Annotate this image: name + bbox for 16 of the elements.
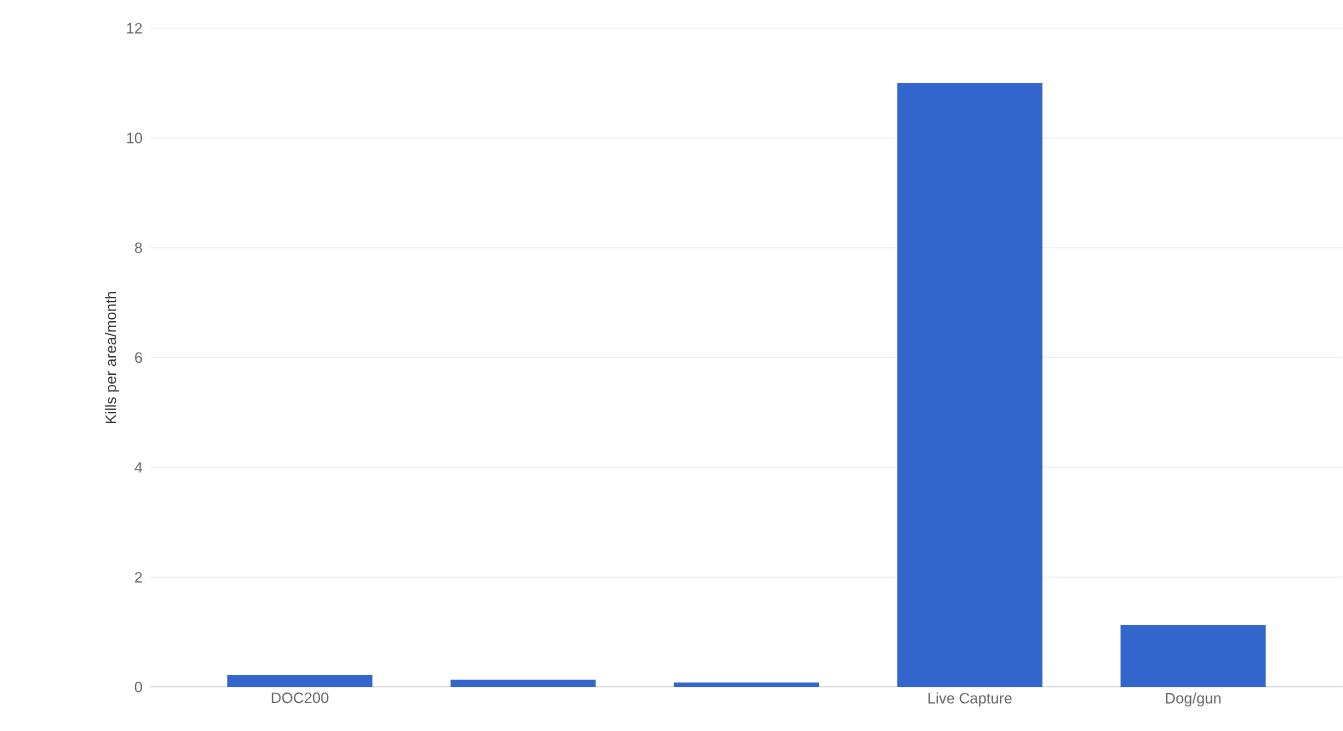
y-tick-label: 8 (134, 242, 142, 254)
x-tick-label: Dog/gun (1166, 692, 1221, 707)
y-tick-label: 2 (135, 571, 142, 583)
bar (897, 83, 1043, 687)
bar (1120, 624, 1266, 687)
bar (227, 674, 373, 687)
x-tick-label: DOC200 (271, 692, 329, 704)
y-tick-label: 10 (127, 132, 143, 144)
y-tick-label: 6 (135, 352, 142, 363)
y-tick-label: 0 (134, 681, 143, 693)
x-tick-label: Live Capture (928, 692, 1012, 707)
y-tick-label: 12 (127, 22, 142, 34)
bar (450, 679, 596, 687)
y-tick-label: 4 (134, 462, 143, 473)
y-axis-title: Kills per area/month (105, 291, 120, 423)
bar (673, 682, 820, 687)
